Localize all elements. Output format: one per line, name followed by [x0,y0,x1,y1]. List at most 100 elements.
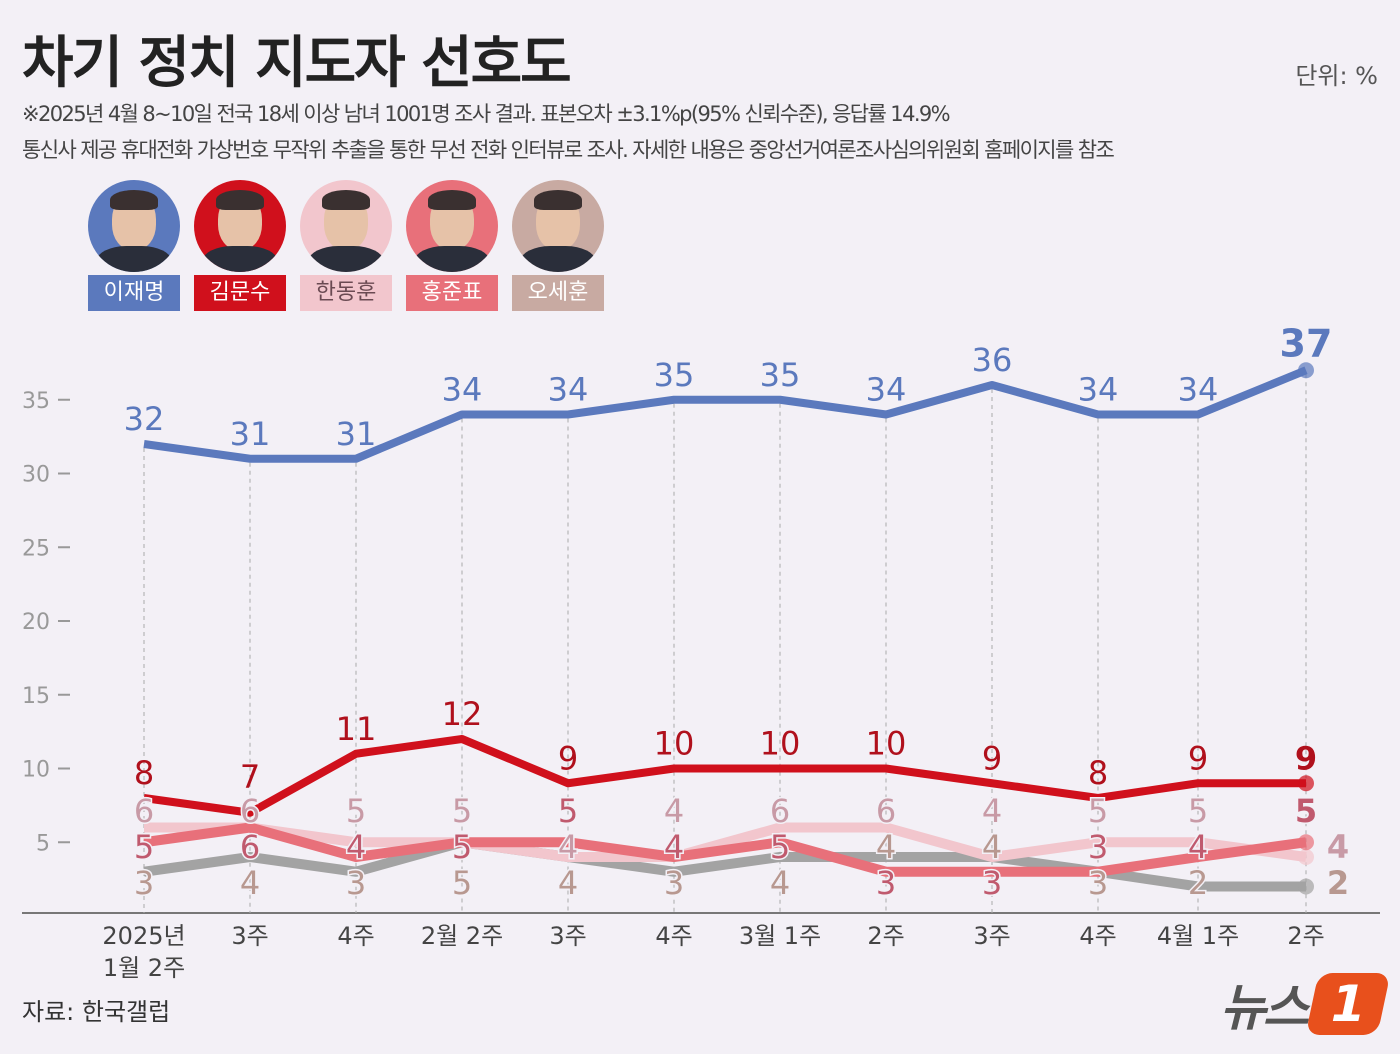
data-label: 5 [452,792,472,830]
data-label: 9 [1295,739,1317,777]
y-tick-label: 20 [22,610,50,635]
legend-label: 이재명 [88,275,180,311]
x-tick-label: 4주 [337,922,374,950]
series-line-이재명 [143,366,1308,463]
data-label: 5 [770,828,790,866]
data-label: 3 [664,864,684,902]
data-label: 6 [240,792,260,830]
series-line-한동훈 [144,822,1307,862]
data-label: 4 [876,828,896,866]
portrait-5 [512,180,604,272]
data-label: 31 [336,415,377,453]
x-tick-label: 3월 1주 [739,922,821,950]
x-tick-label: 2월 2주 [421,922,503,950]
portrait-3 [300,180,392,272]
end-point-marker [1298,834,1314,851]
y-tick-label: 35 [22,389,50,414]
data-label: 4 [1327,828,1349,866]
data-label: 8 [134,754,154,792]
end-point-marker [1298,775,1314,792]
legend-label: 한동훈 [300,275,392,311]
survey-note: ※2025년 4월 8~10일 전국 18세 이상 남녀 1001명 조사 결과… [22,102,951,126]
data-label: 34 [1078,371,1119,409]
data-label: 3 [134,864,154,902]
x-tick-label: 4주 [1079,922,1116,950]
source-label: 자료: 한국갤럽 [22,998,171,1026]
data-label: 7 [240,758,260,796]
x-tick-label: 2주 [867,922,904,950]
data-label: 4 [982,792,1002,830]
data-label: 6 [134,792,154,830]
end-point-marker [1298,878,1314,895]
data-label: 5 [452,864,472,902]
data-label: 4 [558,828,578,866]
data-label: 4 [240,864,260,902]
unit-label: 단위: % [1295,62,1378,90]
end-point-marker [1298,849,1314,865]
portrait-1 [88,180,180,272]
data-label: 37 [1280,321,1333,365]
x-tick-label: 3주 [549,922,586,950]
x-tick-label: 2025년 [102,922,185,950]
data-label: 10 [866,725,907,763]
data-label: 34 [548,371,589,409]
data-label: 9 [558,739,578,777]
page-title: 차기 정치 지도자 선호도 [22,31,572,96]
y-tick-label: 15 [22,684,50,709]
legend-label: 오세훈 [512,275,604,311]
data-label: 4 [664,828,684,866]
portrait-2 [194,180,286,272]
data-label: 5 [346,792,366,830]
data-label: 6 [240,828,260,866]
end-point-marker [1298,362,1314,379]
data-label: 5 [558,792,578,830]
x-tick-label: 1월 2주 [103,954,185,982]
data-label: 4 [558,864,578,902]
data-label: 9 [1188,739,1208,777]
data-label: 34 [442,371,483,409]
x-tick-label: 2주 [1287,922,1324,950]
data-label: 5 [1295,792,1317,830]
data-label: 3 [982,864,1002,902]
data-label: 36 [972,341,1013,379]
data-label: 2 [1327,864,1349,902]
data-label: 4 [1188,828,1208,866]
data-label: 31 [230,415,271,453]
news1-logo: 뉴스 1 [1220,968,1391,1040]
data-label: 3 [1088,864,1108,902]
data-label: 5 [1088,792,1108,830]
portrait-4 [406,180,498,272]
x-tick-label: 3주 [231,922,268,950]
data-label: 10 [654,725,695,763]
y-tick-label: 25 [22,536,50,561]
data-label: 4 [664,792,684,830]
data-label: 3 [346,864,366,902]
data-label: 10 [760,725,801,763]
legend-label: 홍준표 [406,275,498,311]
y-tick-label: 30 [22,463,50,488]
x-tick-label: 4월 1주 [1157,922,1239,950]
data-label: 5 [452,828,472,866]
data-label: 11 [336,710,377,748]
y-tick-label: 10 [22,758,50,783]
legend-label: 김문수 [194,275,286,311]
data-label: 4 [982,828,1002,866]
data-label: 6 [876,792,896,830]
data-label: 8 [1088,754,1108,792]
data-label: 32 [124,400,165,438]
data-label: 4 [346,828,366,866]
data-label: 2 [1188,864,1208,902]
data-label: 3 [1088,828,1108,866]
data-label: 5 [134,828,154,866]
data-label: 34 [866,371,907,409]
x-tick-label: 3주 [973,922,1010,950]
data-label: 3 [876,864,896,902]
data-label: 34 [1178,371,1219,409]
data-label: 6 [770,792,790,830]
survey-method-note: 통신사 제공 휴대전화 가상번호 무작위 추출을 통한 무선 전화 인터뷰로 조… [22,138,1115,162]
data-label: 4 [770,864,790,902]
data-label: 35 [760,356,801,394]
y-tick-label: 5 [36,831,50,856]
